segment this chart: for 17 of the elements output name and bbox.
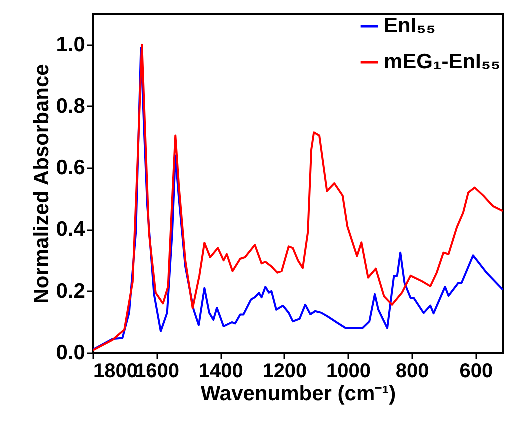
x-tick-label: 1400 [198,360,244,382]
x-axis-title: Wavenumber (cm⁻¹) [200,382,396,406]
y-tick-label: 0.0 [56,342,86,364]
legend-label: EnI₅₅ [384,14,436,38]
x-tick-label: 800 [396,360,430,382]
x-tick-label: 1600 [135,360,180,382]
x-tick-label: 600 [460,360,494,382]
y-tick-label: 0.8 [56,94,86,118]
y-tick-label: 0.2 [56,280,86,303]
x-tick-label: 1800 [94,360,138,382]
y-tick-label: 0.6 [56,156,86,180]
legend-label: mEG₁-EnI₅₅ [384,50,501,74]
y-tick-label: 1.0 [56,33,86,56]
x-tick-label: 1200 [262,360,308,382]
y-tick-label: 0.4 [56,218,86,242]
x-tick-label: 1000 [326,360,372,382]
y-axis-title: Normalized Absorbance [30,64,54,304]
